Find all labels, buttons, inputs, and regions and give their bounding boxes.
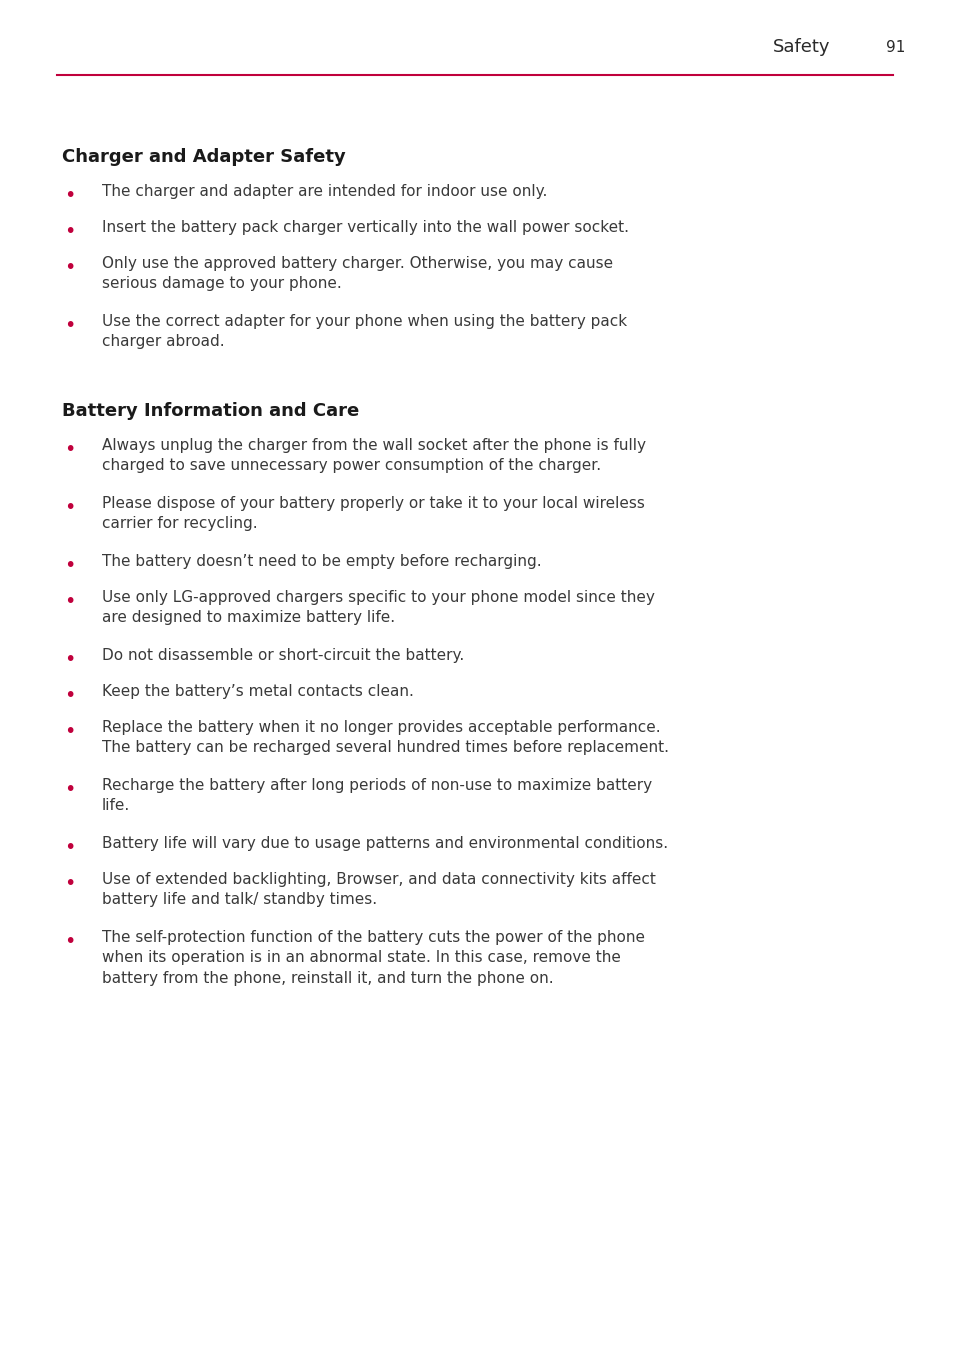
Text: Insert the battery pack charger vertically into the wall power socket.: Insert the battery pack charger vertical… <box>102 220 628 235</box>
Text: •: • <box>64 591 75 611</box>
Text: Use only LG-approved chargers specific to your phone model since they
are design: Use only LG-approved chargers specific t… <box>102 590 654 626</box>
Text: Battery life will vary due to usage patterns and environmental conditions.: Battery life will vary due to usage patt… <box>102 836 667 851</box>
Text: •: • <box>64 556 75 575</box>
Text: The self-protection function of the battery cuts the power of the phone
when its: The self-protection function of the batt… <box>102 930 644 986</box>
Text: Always unplug the charger from the wall socket after the phone is fully
charged : Always unplug the charger from the wall … <box>102 438 645 473</box>
Text: Safety: Safety <box>772 38 829 56</box>
Text: The charger and adapter are intended for indoor use only.: The charger and adapter are intended for… <box>102 184 547 199</box>
Text: •: • <box>64 187 75 204</box>
Text: •: • <box>64 932 75 951</box>
Text: Keep the battery’s metal contacts clean.: Keep the battery’s metal contacts clean. <box>102 685 414 698</box>
Text: Charger and Adapter Safety: Charger and Adapter Safety <box>62 148 345 166</box>
Text: Recharge the battery after long periods of non-use to maximize battery
life.: Recharge the battery after long periods … <box>102 778 652 814</box>
Text: Use the correct adapter for your phone when using the battery pack
charger abroa: Use the correct adapter for your phone w… <box>102 314 626 350</box>
Text: The battery doesn’t need to be empty before recharging.: The battery doesn’t need to be empty bef… <box>102 554 541 569</box>
Text: Battery Information and Care: Battery Information and Care <box>62 402 359 420</box>
Text: •: • <box>64 874 75 893</box>
Text: •: • <box>64 316 75 335</box>
Text: •: • <box>64 838 75 858</box>
Text: •: • <box>64 686 75 705</box>
Text: Please dispose of your battery properly or take it to your local wireless
carrie: Please dispose of your battery properly … <box>102 497 644 531</box>
Text: •: • <box>64 222 75 241</box>
Text: Do not disassemble or short-circuit the battery.: Do not disassemble or short-circuit the … <box>102 648 464 663</box>
Text: Only use the approved battery charger. Otherwise, you may cause
serious damage t: Only use the approved battery charger. O… <box>102 257 613 291</box>
Text: •: • <box>64 722 75 741</box>
Text: •: • <box>64 781 75 799</box>
Text: •: • <box>64 258 75 277</box>
Text: Use of extended backlighting, Browser, and data connectivity kits affect
battery: Use of extended backlighting, Browser, a… <box>102 873 656 907</box>
Text: •: • <box>64 650 75 670</box>
Text: 91: 91 <box>884 40 904 55</box>
Text: •: • <box>64 498 75 517</box>
Text: •: • <box>64 440 75 460</box>
Text: Replace the battery when it no longer provides acceptable performance.
The batte: Replace the battery when it no longer pr… <box>102 720 668 756</box>
